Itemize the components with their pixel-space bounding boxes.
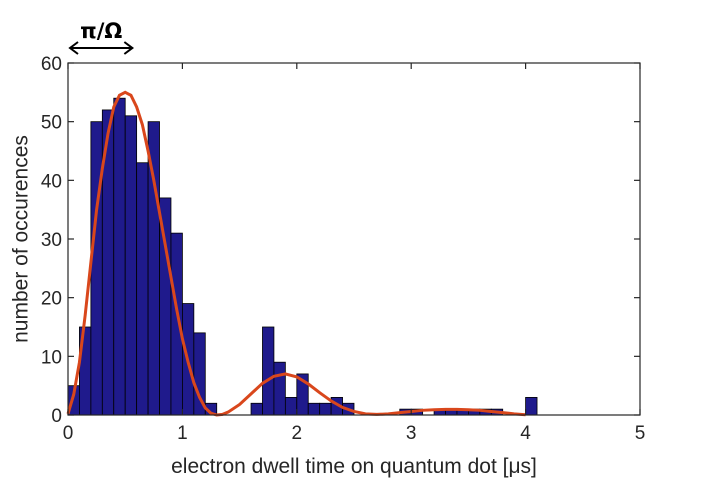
x-tick-label: 3 — [406, 423, 417, 444]
histogram-bar — [262, 326, 275, 416]
histogram-bar — [250, 402, 263, 416]
annotation-label: π/Ω — [80, 19, 122, 43]
histogram-bar — [90, 121, 103, 416]
x-axis-ticks: 0 1 2 3 4 5 — [63, 63, 646, 444]
y-tick-label: 40 — [41, 171, 62, 192]
histogram-bars — [67, 97, 538, 416]
y-tick-label: 20 — [41, 289, 62, 310]
y-tick-label: 30 — [41, 230, 62, 251]
y-axis-ticks: 0 10 20 30 40 50 60 — [41, 54, 640, 427]
x-axis-label: electron dwell time on quantum dot [μs] — [171, 455, 537, 478]
histogram-bar — [136, 162, 149, 416]
y-tick-label: 10 — [41, 347, 62, 368]
period-annotation: π/Ω — [68, 19, 135, 55]
y-tick-label: 0 — [51, 406, 62, 427]
x-tick-label: 0 — [63, 423, 74, 444]
x-tick-label: 2 — [292, 423, 303, 444]
y-tick-label: 60 — [41, 54, 62, 75]
x-tick-label: 5 — [635, 423, 646, 444]
histogram-bar — [307, 402, 321, 416]
annotation-arrowhead-right — [123, 41, 135, 55]
annotation-arrowhead-left — [68, 41, 79, 55]
histogram-bar — [273, 361, 286, 416]
histogram-bar — [124, 115, 138, 416]
x-tick-label: 4 — [520, 423, 531, 444]
y-axis-label: number of occurences — [10, 135, 33, 343]
histogram-bar — [113, 97, 126, 416]
histogram-bar — [319, 402, 332, 416]
x-tick-label: 1 — [177, 423, 188, 444]
histogram-bar — [284, 396, 298, 416]
y-tick-label: 50 — [41, 113, 62, 134]
histogram-bar — [525, 396, 538, 416]
